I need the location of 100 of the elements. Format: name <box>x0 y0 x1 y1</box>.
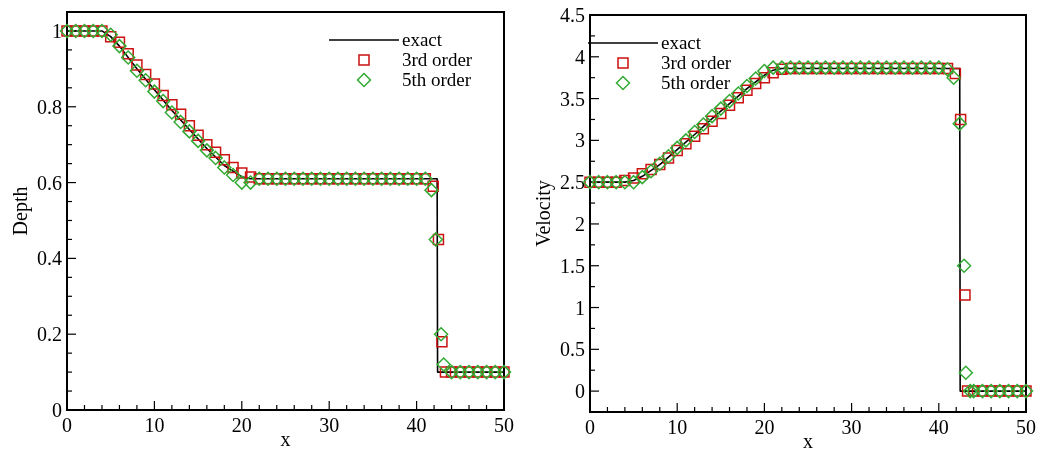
y-tick-label: 0 <box>52 399 62 421</box>
point <box>697 122 710 135</box>
point <box>201 138 213 151</box>
point <box>696 117 711 132</box>
point <box>962 383 978 399</box>
point <box>122 47 134 60</box>
y-tick-label: 4 <box>575 45 585 68</box>
point <box>671 144 683 157</box>
legend-label: 3rd order <box>661 52 732 73</box>
y-tick-label: 3.5 <box>560 87 585 110</box>
point <box>688 130 701 142</box>
point <box>635 169 650 185</box>
y-axis-title: Velocity <box>532 180 555 247</box>
point <box>739 78 755 94</box>
point <box>174 108 187 121</box>
point <box>713 101 729 116</box>
point <box>147 84 162 99</box>
y-tick-label: 2 <box>575 212 585 235</box>
point <box>669 140 685 156</box>
point <box>192 129 204 141</box>
x-axis-title: x <box>803 430 813 449</box>
point <box>767 66 779 79</box>
y-tick-label: 0 <box>575 380 585 403</box>
point <box>166 99 178 111</box>
point <box>112 38 127 54</box>
point <box>131 59 143 71</box>
y-tick-label: 4.5 <box>560 4 585 26</box>
point <box>636 168 649 180</box>
point <box>173 114 188 130</box>
y-axis-title: Depth <box>9 186 32 236</box>
x-tick-label: 40 <box>928 416 949 438</box>
point <box>199 143 215 158</box>
point <box>120 50 136 65</box>
point <box>164 105 180 120</box>
point <box>723 99 736 112</box>
legend-label: 5th order <box>661 72 731 93</box>
point <box>680 137 692 150</box>
x-tick-label: 30 <box>841 416 862 438</box>
point <box>433 326 449 342</box>
legend-label: 5th order <box>402 69 472 90</box>
point <box>722 93 737 109</box>
y-tick-label: 1 <box>52 19 62 42</box>
point <box>436 336 448 348</box>
point <box>627 172 640 184</box>
y-tick-label: 0.5 <box>560 338 585 361</box>
x-tick-label: 20 <box>754 416 775 438</box>
y-tick-label: 3 <box>575 129 585 152</box>
point <box>236 167 248 179</box>
point <box>138 72 153 88</box>
point <box>157 89 169 102</box>
point <box>946 70 961 85</box>
point <box>155 93 171 109</box>
x-tick-label: 40 <box>406 414 427 436</box>
point <box>225 167 241 183</box>
x-tick-label: 50 <box>1016 416 1036 438</box>
point <box>626 174 641 190</box>
point <box>244 171 257 183</box>
point <box>687 124 702 140</box>
x-tick-label: 10 <box>667 416 688 438</box>
point <box>183 119 196 132</box>
point <box>959 289 971 301</box>
point <box>730 86 746 101</box>
point <box>765 60 781 75</box>
point <box>949 67 962 80</box>
point <box>954 113 967 126</box>
point <box>757 63 772 79</box>
y-tick-label: 0.4 <box>37 247 62 270</box>
point <box>706 115 718 127</box>
point <box>432 233 445 246</box>
x-tick-label: 50 <box>494 414 514 436</box>
point <box>952 116 967 131</box>
y-tick-label: 0.6 <box>37 171 62 194</box>
point <box>758 71 771 84</box>
point <box>741 84 753 96</box>
point <box>218 154 231 166</box>
point <box>958 365 974 380</box>
point <box>424 182 439 198</box>
point <box>129 63 145 78</box>
point <box>436 357 451 372</box>
point <box>732 91 744 104</box>
point <box>678 133 694 148</box>
point <box>715 107 727 120</box>
point <box>427 180 439 193</box>
point <box>208 150 223 166</box>
legend-label: exact <box>661 32 702 53</box>
x-tick-label: 20 <box>231 414 252 436</box>
y-tick-label: 0.8 <box>37 95 62 118</box>
point <box>227 161 239 174</box>
point <box>439 366 452 378</box>
y-tick-label: 1.5 <box>560 254 585 277</box>
legend-label: exact <box>402 29 443 50</box>
x-axis-title: x <box>280 428 291 449</box>
x-tick-label: 10 <box>144 414 165 436</box>
legend-label: 3rd order <box>402 49 473 70</box>
x-tick-label: 30 <box>319 414 340 436</box>
point <box>113 36 126 49</box>
point <box>139 68 152 81</box>
y-tick-label: 0.2 <box>37 323 62 346</box>
point <box>428 232 444 247</box>
point <box>234 175 250 190</box>
